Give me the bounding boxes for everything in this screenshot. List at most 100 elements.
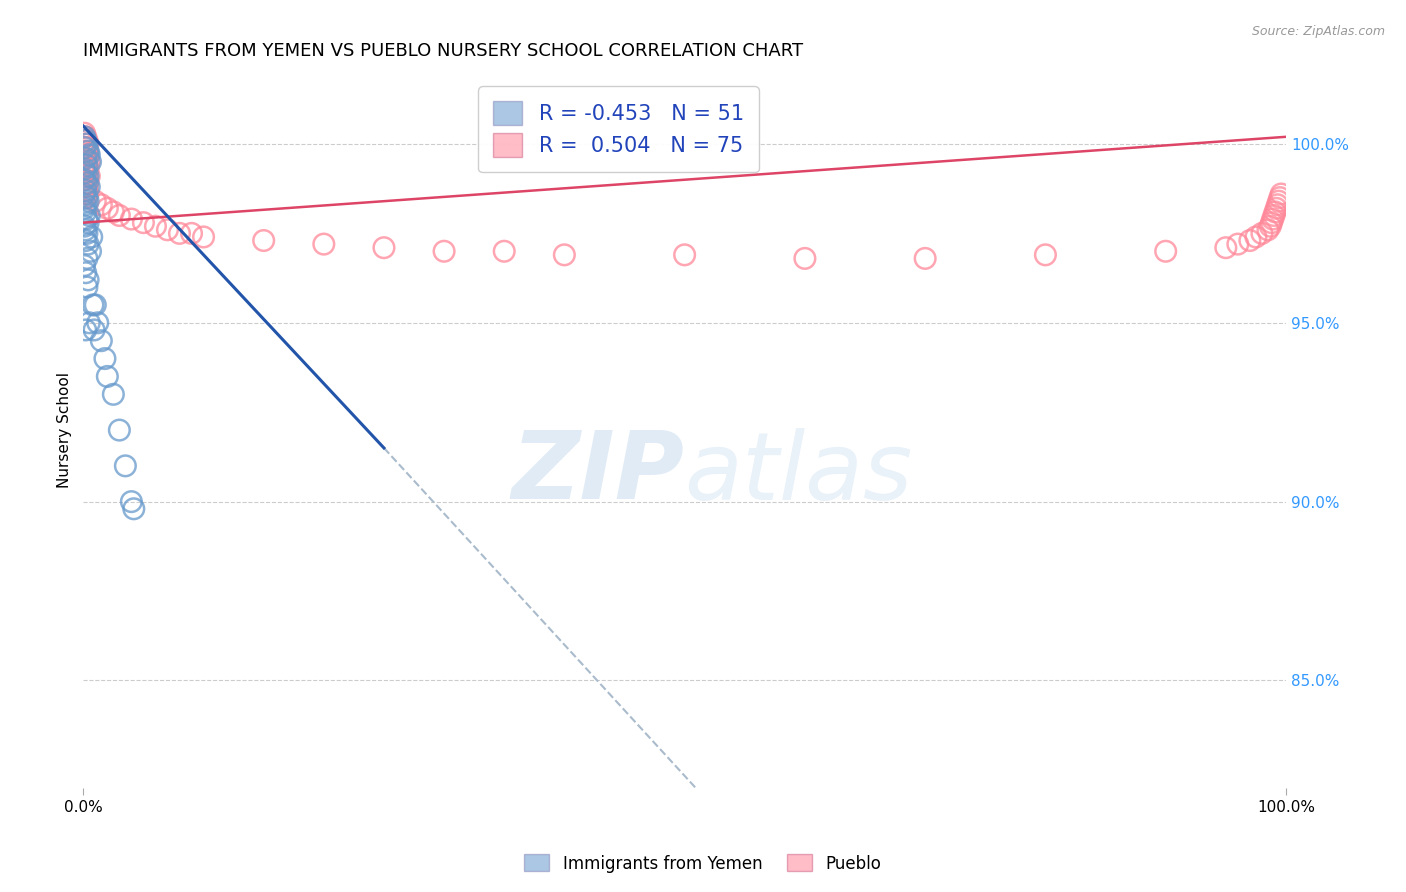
- Text: atlas: atlas: [685, 427, 912, 518]
- Point: [132, 216, 155, 230]
- Point: [77, 136, 100, 151]
- Y-axis label: Nursery School: Nursery School: [58, 372, 72, 488]
- Point: [73, 151, 96, 165]
- Point: [83, 323, 105, 337]
- Point: [94, 351, 117, 366]
- Point: [75, 151, 97, 165]
- Point: [76, 212, 98, 227]
- Point: [75, 323, 97, 337]
- Point: [75, 133, 97, 147]
- Point: [108, 423, 131, 437]
- Point: [79, 169, 101, 183]
- Point: [75, 184, 97, 198]
- Point: [76, 140, 98, 154]
- Point: [1263, 209, 1285, 223]
- Point: [75, 234, 97, 248]
- Point: [75, 223, 97, 237]
- Point: [193, 230, 215, 244]
- Point: [73, 259, 96, 273]
- Point: [1260, 219, 1282, 234]
- Point: [75, 172, 97, 186]
- Point: [73, 158, 96, 172]
- Point: [76, 280, 98, 294]
- Point: [75, 129, 97, 144]
- Point: [373, 241, 395, 255]
- Point: [84, 298, 107, 312]
- Point: [1268, 191, 1291, 205]
- Point: [73, 161, 96, 176]
- Point: [120, 212, 142, 227]
- Point: [76, 252, 98, 266]
- Point: [77, 194, 100, 209]
- Point: [73, 187, 96, 202]
- Point: [169, 227, 191, 241]
- Point: [75, 184, 97, 198]
- Point: [82, 298, 104, 312]
- Point: [1239, 234, 1261, 248]
- Point: [77, 237, 100, 252]
- Point: [79, 147, 101, 161]
- Point: [156, 223, 179, 237]
- Point: [75, 191, 97, 205]
- Point: [77, 144, 100, 158]
- Point: [75, 266, 97, 280]
- Point: [75, 144, 97, 158]
- Point: [96, 369, 118, 384]
- Point: [793, 252, 815, 266]
- Point: [84, 194, 107, 209]
- Point: [87, 316, 110, 330]
- Point: [76, 154, 98, 169]
- Point: [1251, 227, 1274, 241]
- Point: [1267, 198, 1289, 212]
- Point: [76, 176, 98, 190]
- Point: [80, 230, 103, 244]
- Point: [79, 154, 101, 169]
- Point: [1265, 202, 1288, 216]
- Point: [75, 133, 97, 147]
- Point: [96, 202, 118, 216]
- Point: [1261, 212, 1284, 227]
- Point: [122, 501, 145, 516]
- Legend: Immigrants from Yemen, Pueblo: Immigrants from Yemen, Pueblo: [517, 847, 889, 880]
- Point: [75, 158, 97, 172]
- Point: [103, 205, 125, 219]
- Point: [75, 180, 97, 194]
- Point: [1257, 223, 1279, 237]
- Point: [73, 144, 96, 158]
- Text: Source: ZipAtlas.com: Source: ZipAtlas.com: [1251, 25, 1385, 38]
- Point: [553, 248, 575, 262]
- Point: [312, 237, 335, 252]
- Point: [108, 209, 131, 223]
- Point: [90, 198, 112, 212]
- Point: [77, 273, 100, 287]
- Point: [73, 126, 96, 140]
- Point: [1267, 194, 1289, 209]
- Point: [76, 133, 98, 147]
- Point: [76, 176, 98, 190]
- Point: [120, 494, 142, 508]
- Point: [76, 136, 98, 151]
- Point: [180, 227, 202, 241]
- Point: [73, 136, 96, 151]
- Point: [1260, 216, 1282, 230]
- Point: [77, 187, 100, 202]
- Point: [77, 176, 100, 190]
- Point: [76, 147, 98, 161]
- Point: [1035, 248, 1057, 262]
- Point: [76, 169, 98, 183]
- Point: [75, 165, 97, 179]
- Point: [77, 147, 100, 161]
- Point: [1154, 244, 1177, 259]
- Point: [1244, 230, 1267, 244]
- Point: [103, 387, 125, 401]
- Point: [73, 172, 96, 186]
- Point: [1226, 237, 1249, 252]
- Point: [75, 140, 97, 154]
- Point: [90, 334, 112, 348]
- Point: [73, 129, 96, 144]
- Point: [673, 248, 696, 262]
- Point: [79, 316, 101, 330]
- Text: ZIP: ZIP: [512, 427, 685, 519]
- Point: [79, 244, 101, 259]
- Point: [1215, 241, 1237, 255]
